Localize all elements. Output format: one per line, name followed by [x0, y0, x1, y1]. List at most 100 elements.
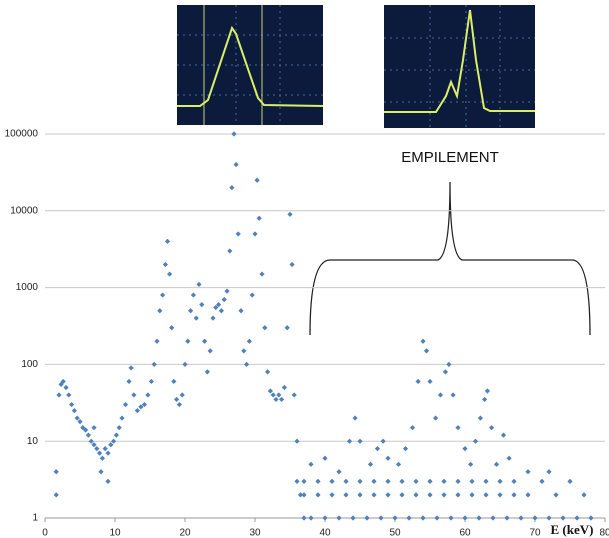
data-point	[63, 384, 69, 391]
data-point	[468, 461, 474, 467]
data-point	[437, 392, 444, 398]
data-point	[182, 361, 188, 367]
x-tick-label: 10	[109, 528, 121, 538]
data-point	[308, 515, 314, 521]
data-point	[179, 392, 185, 398]
y-tick-label: 100	[21, 359, 38, 370]
data-point	[221, 296, 227, 303]
data-point	[111, 438, 117, 444]
data-point	[581, 492, 587, 498]
data-point	[423, 348, 430, 354]
data-point	[462, 515, 468, 521]
x-tick-label: 60	[459, 528, 471, 538]
data-point	[138, 404, 144, 410]
data-point	[273, 396, 279, 403]
data-point	[193, 315, 199, 321]
data-point	[301, 492, 307, 498]
data-point	[190, 292, 196, 298]
data-point	[301, 515, 307, 521]
oscilloscope-inset	[177, 5, 324, 125]
data-point	[329, 478, 335, 484]
data-point	[357, 438, 363, 444]
data-point	[71, 408, 77, 414]
data-point	[270, 392, 276, 398]
data-point	[322, 515, 328, 521]
data-point	[164, 238, 171, 244]
data-point	[60, 378, 66, 385]
data-point	[511, 478, 517, 484]
data-point	[56, 392, 62, 398]
data-point	[281, 384, 287, 391]
data-point	[322, 455, 328, 461]
data-point	[399, 478, 405, 484]
data-point	[378, 515, 384, 521]
data-point	[97, 450, 103, 456]
data-point	[448, 515, 454, 521]
data-point	[433, 415, 439, 421]
data-point	[482, 396, 488, 403]
data-point	[157, 308, 163, 314]
data-point	[265, 369, 271, 375]
data-point	[413, 492, 419, 498]
data-point	[336, 469, 342, 475]
data-point	[385, 492, 391, 498]
data-point	[441, 492, 447, 498]
data-point	[455, 478, 461, 484]
data-point	[315, 492, 321, 498]
data-point	[427, 478, 433, 484]
data-point	[294, 478, 300, 484]
data-point	[469, 478, 475, 484]
data-point	[532, 515, 538, 521]
x-tick-label: 30	[249, 528, 261, 538]
data-point	[88, 438, 94, 444]
data-point	[357, 478, 363, 484]
data-point	[427, 492, 433, 498]
data-point	[229, 185, 235, 191]
oscilloscope-inset	[384, 5, 535, 128]
data-point	[213, 304, 219, 311]
data-point	[315, 478, 321, 484]
data-point	[167, 271, 173, 277]
data-point	[442, 369, 448, 375]
data-point	[574, 515, 580, 521]
data-point	[504, 515, 510, 521]
data-point	[199, 302, 205, 308]
brace	[309, 181, 591, 336]
data-point	[224, 288, 230, 294]
data-point	[171, 378, 177, 385]
data-point	[567, 478, 573, 484]
data-point	[294, 438, 300, 444]
x-tick-label: 50	[389, 528, 401, 538]
data-point	[434, 515, 440, 521]
x-tick-label: 20	[179, 528, 191, 538]
data-point	[169, 325, 175, 331]
data-point	[336, 515, 342, 521]
data-point	[154, 338, 160, 344]
data-point	[500, 432, 507, 438]
data-point	[477, 415, 483, 421]
data-point	[497, 492, 503, 498]
data-point	[553, 492, 559, 498]
data-point	[279, 396, 285, 403]
data-point	[497, 478, 503, 484]
data-point	[66, 392, 72, 398]
data-point	[367, 461, 374, 467]
data-point	[185, 338, 191, 344]
data-point	[83, 427, 89, 433]
data-point	[364, 515, 370, 521]
data-point	[196, 281, 202, 288]
data-point	[352, 415, 358, 421]
data-point	[455, 492, 461, 498]
x-axis-label: E (keV)	[551, 522, 594, 537]
data-point	[148, 378, 154, 385]
data-point	[450, 392, 456, 398]
data-point	[134, 408, 140, 414]
data-point	[131, 392, 137, 398]
data-point	[493, 461, 500, 467]
data-point	[371, 492, 377, 498]
data-point	[210, 315, 216, 321]
data-point	[116, 425, 122, 431]
data-point	[241, 348, 247, 354]
data-point	[441, 478, 447, 484]
